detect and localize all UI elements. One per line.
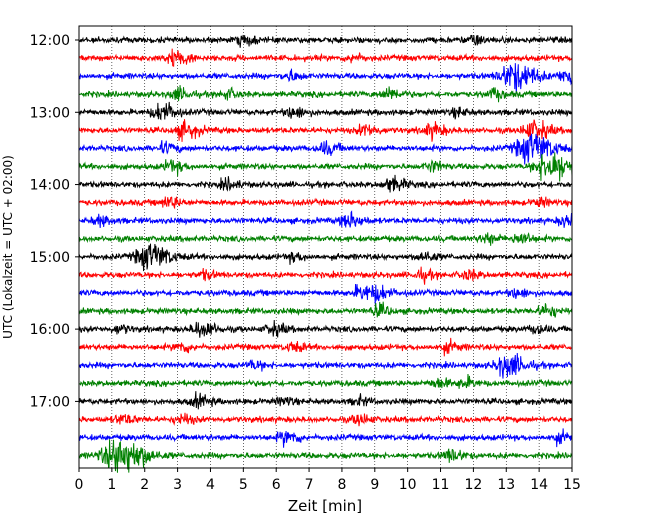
seismogram-trace <box>78 152 573 182</box>
x-tick-label: 11 <box>432 477 450 493</box>
seismogram-trace <box>78 412 573 427</box>
x-tick-label: 3 <box>173 477 182 493</box>
seismogram-trace <box>78 243 573 272</box>
seismogram-trace <box>78 391 573 410</box>
y-tick-label: 15:00 <box>30 250 70 266</box>
seismogram-trace <box>78 353 573 379</box>
x-tick-label: 4 <box>206 477 215 493</box>
seismogram-trace <box>78 119 573 142</box>
x-tick-label: 9 <box>370 477 379 493</box>
seismogram-trace <box>78 133 573 165</box>
seismogram-trace <box>78 428 573 448</box>
seismogram-trace <box>78 48 573 67</box>
y-tick-label: 14:00 <box>30 178 70 194</box>
x-tick-label: 12 <box>464 477 482 493</box>
x-tick-label: 5 <box>239 477 248 493</box>
seismogram-trace <box>78 439 573 473</box>
y-tick-label: 16:00 <box>30 322 70 338</box>
x-tick-label: 2 <box>140 477 149 493</box>
y-axis-ticks: 12:00 13:00 14:00 15:00 16:00 17:00 <box>30 33 79 410</box>
x-axis-ticks: 0 1 2 3 4 5 6 7 8 9 10 11 12 13 14 15 <box>75 468 581 493</box>
seismogram-traces <box>78 34 573 473</box>
x-tick-label: 13 <box>497 477 515 493</box>
seismogram-trace <box>78 232 573 246</box>
x-tick-label: 1 <box>107 477 116 493</box>
seismogram-trace <box>78 266 573 285</box>
seismogram-trace <box>78 174 573 193</box>
seismogram-trace <box>78 101 573 121</box>
seismogram-trace <box>78 337 573 357</box>
x-tick-label: 10 <box>399 477 417 493</box>
seismogram-trace <box>78 196 573 210</box>
x-tick-label: 6 <box>272 477 281 493</box>
plot-frame <box>78 25 573 469</box>
x-tick-label: 7 <box>305 477 314 493</box>
y-axis-label: UTC (Lokalzeit = UTC + 02:00) <box>1 155 15 339</box>
y-tick-label: 13:00 <box>30 105 70 121</box>
x-axis-label: Zeit [min] <box>288 497 362 515</box>
seismogram-trace <box>78 374 573 389</box>
seismogram-trace <box>78 210 573 228</box>
seismogram-trace <box>78 319 573 338</box>
x-tick-label: 14 <box>530 477 548 493</box>
seismogram-trace <box>78 301 573 318</box>
x-tick-label: 0 <box>75 477 84 493</box>
x-tick-label: 15 <box>563 477 581 493</box>
seismogram-trace <box>78 63 573 94</box>
seismogram-trace <box>78 34 573 48</box>
x-tick-label: 8 <box>337 477 346 493</box>
seismogram-trace <box>78 284 573 305</box>
seismogram-trace <box>78 85 573 103</box>
y-tick-label: 12:00 <box>30 33 70 49</box>
y-tick-label: 17:00 <box>30 394 70 410</box>
